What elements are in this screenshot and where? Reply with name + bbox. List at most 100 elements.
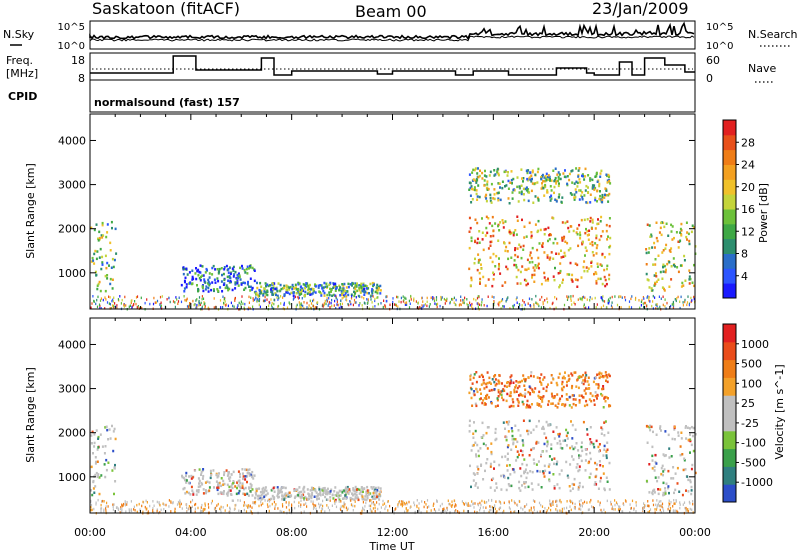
heatmap-cell	[591, 227, 593, 230]
heatmap-cell	[471, 302, 473, 306]
heatmap-cell	[242, 475, 245, 478]
heatmap-cell	[594, 242, 597, 245]
heatmap-cell	[486, 447, 489, 450]
heatmap-cell	[177, 302, 179, 305]
heatmap-cell	[209, 469, 212, 473]
heatmap-cell	[288, 503, 290, 507]
heatmap-cell	[468, 424, 471, 427]
heatmap-cell	[293, 296, 295, 300]
heatmap-cell	[602, 472, 605, 475]
heatmap-cell	[569, 463, 572, 466]
heatmap-cell	[91, 508, 93, 512]
heatmap-cell	[404, 510, 406, 513]
heatmap-cell	[587, 376, 590, 379]
heatmap-cell	[443, 507, 445, 510]
heatmap-cell	[543, 464, 546, 468]
heatmap-cell	[312, 287, 315, 291]
heatmap-cell	[571, 374, 574, 377]
heatmap-cell	[641, 298, 643, 302]
heatmap-cell	[497, 379, 500, 382]
heatmap-cell	[123, 502, 125, 506]
heatmap-cell	[582, 379, 585, 382]
heatmap-cell	[573, 198, 576, 201]
heatmap-cell	[304, 285, 307, 288]
heatmap-cell	[582, 373, 585, 377]
heatmap-cell	[255, 297, 257, 300]
heatmap-cell	[288, 286, 291, 289]
heatmap-cell	[160, 301, 162, 304]
heatmap-cell	[684, 506, 686, 510]
heatmap-cell	[508, 484, 511, 488]
heatmap-cell	[659, 504, 661, 508]
heatmap-cell	[223, 301, 225, 305]
heatmap-cell	[263, 488, 266, 492]
heatmap-cell	[689, 438, 692, 441]
heatmap-cell	[310, 496, 313, 500]
heatmap-cell	[468, 188, 471, 191]
heatmap-cell	[232, 265, 235, 269]
heatmap-cell	[605, 282, 608, 286]
heatmap-cell	[473, 262, 476, 265]
heatmap-cell	[524, 388, 527, 391]
heatmap-cell	[112, 505, 114, 508]
heatmap-cell	[506, 464, 508, 467]
heatmap-cell	[105, 505, 107, 508]
heatmap-cell	[113, 296, 115, 299]
heatmap-cell	[266, 503, 269, 506]
heatmap-cell	[586, 229, 589, 233]
heatmap-cell	[172, 501, 174, 505]
heatmap-cell	[311, 492, 314, 495]
heatmap-cell	[692, 500, 694, 503]
heatmap-cell	[192, 493, 195, 496]
heatmap-cell	[553, 462, 555, 466]
heatmap-cell	[599, 220, 602, 223]
heatmap-cell	[489, 462, 492, 466]
heatmap-cell	[546, 189, 549, 192]
heatmap-cell	[595, 279, 598, 283]
heatmap-cell	[656, 304, 658, 308]
heatmap-cell	[363, 297, 365, 300]
heatmap-cell	[611, 306, 613, 309]
heatmap-cell	[539, 510, 541, 513]
heatmap-cell	[533, 462, 536, 465]
heatmap-cell	[516, 176, 519, 179]
heatmap-cell	[608, 488, 611, 491]
heatmap-cell	[566, 474, 569, 478]
heatmap-cell	[545, 436, 548, 440]
heatmap-cell	[517, 268, 520, 272]
heatmap-cell	[201, 483, 204, 486]
heatmap-cell	[667, 485, 670, 488]
heatmap-cell	[482, 506, 484, 509]
heatmap-cell	[512, 381, 515, 384]
power-panel-frame	[89, 113, 696, 310]
heatmap-cell	[101, 261, 104, 264]
heatmap-cell	[550, 179, 553, 182]
freq-label-2: [MHz]	[6, 67, 38, 80]
heatmap-cell	[188, 475, 191, 478]
heatmap-cell	[313, 504, 315, 507]
heatmap-cell	[492, 234, 495, 238]
heatmap-cell	[543, 194, 546, 197]
heatmap-cell	[540, 381, 543, 385]
heatmap-cell	[200, 471, 203, 474]
heatmap-cell	[446, 508, 448, 512]
heatmap-cell	[492, 278, 495, 281]
heatmap-cell	[541, 427, 544, 430]
heatmap-cell	[96, 448, 99, 451]
heatmap-cell	[549, 178, 551, 181]
heatmap-cell	[580, 375, 583, 379]
heatmap-cell	[553, 191, 555, 195]
heatmap-cell	[397, 305, 399, 308]
heatmap-cell	[282, 486, 285, 489]
heatmap-cell	[596, 303, 598, 306]
heatmap-cell	[481, 421, 484, 425]
heatmap-cell	[657, 476, 660, 479]
heatmap-cell	[594, 395, 597, 398]
heatmap-cell	[227, 473, 230, 476]
heatmap-cell	[552, 430, 555, 433]
heatmap-cell	[684, 426, 687, 429]
heatmap-cell	[570, 406, 573, 409]
heatmap-cell	[494, 438, 497, 442]
heatmap-cell	[664, 430, 667, 433]
heatmap-cell	[223, 473, 225, 477]
